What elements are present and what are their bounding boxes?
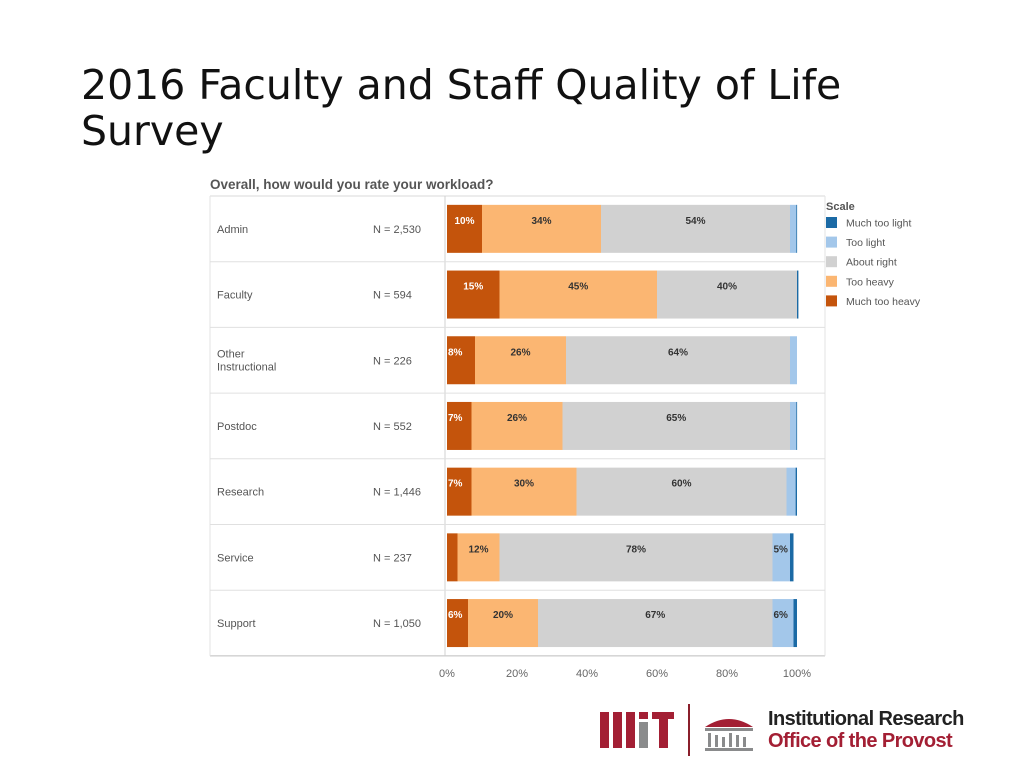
data-label: 10% — [454, 216, 474, 227]
category-label: Admin — [217, 224, 248, 236]
legend-label: Much too light — [846, 218, 911, 230]
chart-panel: Overall, how would you rate your workloa… — [205, 168, 935, 683]
bar-segment-too-light — [772, 533, 790, 582]
bar-segment-much-too-light — [795, 467, 797, 516]
bar-segment-too-light — [790, 401, 797, 450]
x-tick-label: 40% — [576, 668, 598, 680]
x-tick-label: 60% — [646, 668, 668, 680]
bar-segment-much-too-heavy — [447, 533, 458, 582]
bar-segment-much-too-heavy — [447, 270, 500, 319]
legend-swatch — [826, 275, 837, 287]
bar-segment-much-too-light — [796, 401, 798, 450]
building-icon — [705, 719, 753, 751]
legend-swatch — [826, 295, 837, 307]
bar-segment-about-right — [538, 599, 773, 648]
bar-segment-about-right — [657, 270, 797, 319]
x-tick-label: 100% — [783, 668, 811, 680]
data-label: 60% — [671, 479, 691, 490]
n-label: N = 226 — [373, 355, 412, 367]
workload-chart: Overall, how would you rate your workloa… — [209, 177, 921, 680]
data-label: 26% — [510, 347, 530, 358]
data-label: 54% — [685, 216, 705, 227]
bar-segment-much-too-light — [793, 599, 797, 648]
data-label: 26% — [507, 413, 527, 424]
bar-segment-too-light — [790, 204, 797, 253]
data-label: 65% — [666, 413, 686, 424]
x-tick-label: 0% — [439, 668, 455, 680]
data-label: 12% — [468, 544, 488, 555]
legend-swatch — [826, 236, 837, 248]
bar-segment-much-too-heavy — [447, 467, 472, 516]
bar-segment-too-heavy — [457, 533, 500, 582]
legend-title: Scale — [826, 201, 855, 213]
n-label: N = 594 — [373, 290, 412, 302]
data-label: 34% — [531, 216, 551, 227]
category-label: Support — [217, 618, 256, 630]
data-label: 15% — [463, 282, 483, 293]
n-label: N = 2,530 — [373, 224, 421, 236]
legend-label: Much too heavy — [846, 296, 921, 308]
bar-segment-too-heavy — [471, 401, 563, 450]
bar-segment-much-too-heavy — [447, 401, 472, 450]
bar-segment-much-too-light — [790, 533, 794, 582]
chart-title: Overall, how would you rate your workloa… — [210, 177, 494, 192]
bar-segment-too-heavy — [499, 270, 657, 319]
x-tick-label: 80% — [716, 668, 738, 680]
legend-label: Too heavy — [846, 276, 895, 288]
bar-segment-much-too-heavy — [447, 599, 468, 648]
bar-segment-about-right — [601, 204, 790, 253]
bar-segment-much-too-light — [796, 204, 798, 253]
bar-segment-about-right — [499, 533, 773, 582]
category-label: Postdoc — [217, 421, 257, 433]
bar-segment-about-right — [562, 401, 790, 450]
bar-segment-too-heavy — [482, 204, 601, 253]
bar-segment-much-too-heavy — [447, 336, 475, 385]
logo-divider — [688, 704, 690, 756]
x-tick-label: 20% — [506, 668, 528, 680]
category-label: Research — [217, 487, 264, 499]
logo-line-institutional-research: Institutional Research — [768, 708, 964, 730]
bar-segment-too-light — [786, 467, 796, 516]
data-label: 78% — [626, 544, 646, 555]
slide-title: 2016 Faculty and Staff Quality of Life S… — [81, 61, 842, 155]
data-label: 6% — [448, 610, 463, 621]
data-label: 64% — [668, 347, 688, 358]
category-label: Service — [217, 552, 254, 564]
data-label: 20% — [493, 610, 513, 621]
logo-line-office-of-provost: Office of the Provost — [768, 730, 953, 752]
legend-swatch — [826, 217, 837, 228]
data-label: 7% — [448, 413, 463, 424]
n-label: N = 1,446 — [373, 487, 421, 499]
bar-segment-too-light — [790, 336, 797, 385]
bar-segment-too-light — [772, 599, 794, 648]
footer-logos: Institutional Research Office of the Pro… — [596, 700, 996, 760]
data-label: 67% — [645, 610, 665, 621]
n-label: N = 237 — [373, 552, 412, 564]
data-label: 45% — [568, 282, 588, 293]
legend-swatch — [826, 256, 837, 268]
data-label: 30% — [514, 479, 534, 490]
bar-segment-too-heavy — [471, 467, 577, 516]
bar-segment-too-heavy — [475, 336, 566, 385]
data-label: 8% — [448, 347, 463, 358]
data-label: 7% — [448, 479, 463, 490]
legend-label: Too light — [846, 237, 885, 249]
data-label: 5% — [774, 544, 789, 555]
bar-segment-about-right — [576, 467, 787, 516]
bar-segment-much-too-heavy — [447, 204, 482, 253]
bar-segment-about-right — [566, 336, 790, 385]
n-label: N = 1,050 — [373, 618, 421, 630]
legend-label: About right — [846, 257, 897, 269]
category-label: Faculty — [217, 290, 253, 302]
data-label: 40% — [717, 282, 737, 293]
data-label: 6% — [774, 610, 789, 621]
bar-segment-much-too-light — [797, 270, 799, 319]
n-label: N = 552 — [373, 421, 412, 433]
category-label: Other Instructional — [217, 348, 276, 373]
bar-segment-too-heavy — [468, 599, 538, 648]
